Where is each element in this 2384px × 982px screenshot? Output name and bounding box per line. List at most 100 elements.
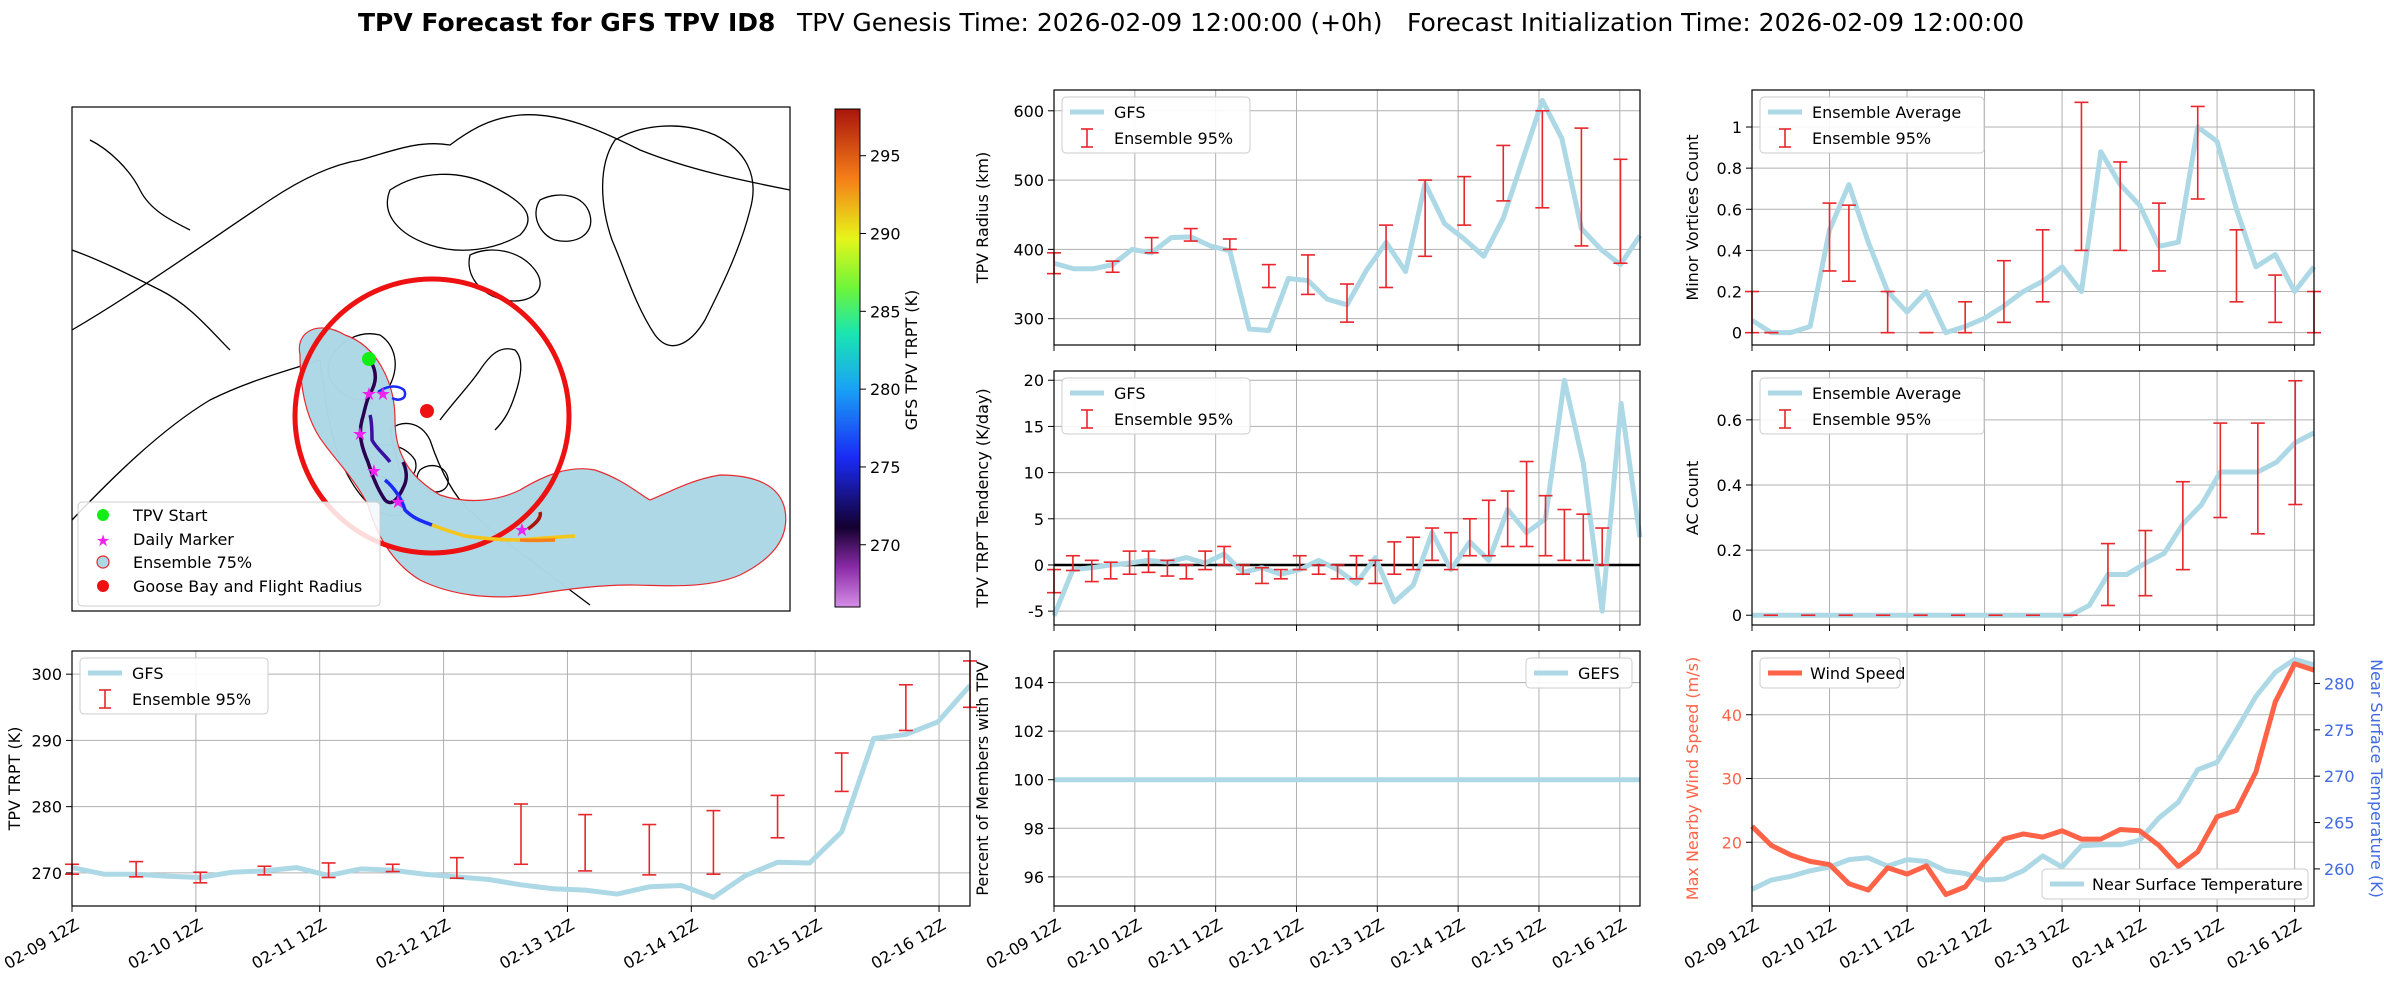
- plot-frame: [1053, 89, 1641, 346]
- y-right-tick-label: 265: [2324, 814, 2355, 833]
- error-bar: [321, 862, 336, 879]
- y-tick-label: 40: [1722, 706, 1742, 725]
- x-tick-label: 02-16 12Z: [2223, 915, 2304, 973]
- y-tick-label: 500: [1013, 171, 1044, 190]
- x-tick-label: 02-14 12Z: [620, 915, 701, 973]
- map-canada-west: [72, 139, 231, 351]
- x-tick-label: 02-09 12Z: [1, 915, 82, 973]
- error-bar: [1330, 564, 1345, 580]
- x-tick-label: 02-13 12Z: [1991, 915, 2072, 973]
- x-tick-label: 02-11 12Z: [248, 915, 329, 973]
- y-tick-label: 96: [1024, 868, 1044, 887]
- error-bar: [1418, 179, 1433, 258]
- legend-label: GFS: [1114, 384, 1145, 403]
- error-bar: [1535, 109, 1550, 209]
- chart-ac: 0 0.2 0.4 0.6 AC Count Ensemble Average Ensemb…: [1683, 370, 2316, 631]
- legend-box: [1061, 377, 1251, 435]
- error-bar: [1841, 204, 1856, 283]
- error-bar: [2100, 542, 2115, 607]
- legend-label: Ensemble 95%: [1114, 129, 1233, 148]
- x-tick-label: 02-16 12Z: [1548, 915, 1629, 973]
- error-bar: [193, 871, 208, 884]
- error-bar: [642, 823, 657, 876]
- map-ensemble-region: [298, 327, 787, 598]
- title-genesis: TPV Genesis Time: 2026-02-09 12:00:00 (+…: [796, 8, 1383, 37]
- error-bar: [1236, 564, 1251, 576]
- colorbar-tick-label: 290: [870, 225, 901, 244]
- error-bar: [1105, 260, 1120, 274]
- error-bar: [1084, 559, 1099, 583]
- legend-label: Ensemble 95%: [1114, 410, 1233, 429]
- legend-box: [79, 657, 269, 715]
- y-tick-label: 0: [1732, 324, 1742, 343]
- plot-frame: [1751, 650, 2315, 907]
- error-bar: [449, 856, 464, 879]
- y-tick-label: 15: [1024, 417, 1044, 436]
- series-line-trpt: [71, 683, 972, 900]
- error-bar: [898, 683, 913, 732]
- map-panel: ★ ★ ★ ★ ★ ★ TPV Start ★ Daily Marker Ens…: [71, 106, 921, 612]
- goose-bay-marker: [420, 404, 434, 418]
- error-bar: [1574, 127, 1589, 247]
- svg-text:★: ★: [390, 492, 406, 513]
- colorbar-tick-label: 280: [870, 380, 901, 399]
- error-bar: [770, 794, 785, 839]
- y-axis-label: TPV Radius (km): [973, 152, 992, 285]
- error-bar: [1443, 531, 1458, 571]
- legend-label: GFS: [1114, 103, 1145, 122]
- error-bar: [2113, 161, 2128, 252]
- y-right-tick-label: 275: [2324, 721, 2355, 740]
- colorbar-tick-label: 285: [870, 302, 901, 321]
- x-tick-label: 02-11 12Z: [1836, 915, 1917, 973]
- legend-ensemble: Ensemble 75%: [133, 553, 252, 572]
- error-bar: [1457, 175, 1472, 226]
- y-axis-label: Max Nearby Wind Speed (m/s): [1683, 657, 1702, 900]
- error-bar: [1538, 494, 1553, 557]
- error-bar: [578, 813, 593, 872]
- error-bar: [1160, 559, 1175, 577]
- error-bar: [1500, 490, 1515, 548]
- error-bar: [2138, 529, 2153, 597]
- y-tick-label: 400: [1013, 240, 1044, 259]
- x-tick-label: 02-10 12Z: [1064, 915, 1145, 973]
- error-bar: [1141, 550, 1156, 574]
- map-coast-outer: [72, 114, 790, 331]
- plot-frame: [71, 650, 971, 907]
- x-tick-label: 02-12 12Z: [1913, 915, 1994, 973]
- y-right-tick-label: 260: [2324, 860, 2355, 879]
- y-tick-label: 0: [1034, 556, 1044, 575]
- error-bar: [706, 809, 721, 876]
- error-bar: [1576, 513, 1591, 562]
- y-right-tick-label: 270: [2324, 767, 2355, 786]
- svg-text:★: ★: [361, 384, 377, 405]
- map-greenland: [602, 125, 754, 347]
- y-tick-label: 104: [1013, 674, 1044, 693]
- svg-text:★: ★: [352, 424, 368, 445]
- goose-bay-flight-radius: [292, 276, 572, 556]
- x-tick-label: 02-10 12Z: [1758, 915, 1839, 973]
- legend-tpv-start-icon: [97, 509, 109, 521]
- svg-text:★: ★: [366, 461, 382, 482]
- x-tick-label: 02-11 12Z: [1144, 915, 1225, 973]
- x-tick-label: 02-12 12Z: [372, 915, 453, 973]
- legend-box: [1759, 96, 1985, 154]
- y-tick-label: 98: [1024, 819, 1044, 838]
- x-tick-label: 02-12 12Z: [1225, 915, 1306, 973]
- colorbar-tick-label: 275: [870, 458, 901, 477]
- legend-goose-bay-icon: [97, 580, 109, 592]
- legend-label: Ensemble Average: [1812, 384, 1961, 403]
- plot-frame: [1053, 370, 1641, 626]
- map-islands: [386, 173, 592, 302]
- chart-wind_temp: 20 30 40 Max Nearby Wind Speed (m/s) 260 265 2…: [1681, 650, 2384, 973]
- error-bar: [2074, 101, 2089, 252]
- chart-minor: 0 0.2 0.4 0.6 0.8 1 Minor Vortices Count Ensemb…: [1683, 89, 2321, 351]
- error-bar: [257, 865, 272, 876]
- error-bar: [2035, 229, 2050, 303]
- tpv-track: [358, 359, 408, 505]
- temperature-line: [1750, 656, 2315, 892]
- legend-box-wind: [1759, 657, 1901, 689]
- error-bar: [1958, 301, 1973, 334]
- error-bar: [2190, 105, 2205, 200]
- error-bar: [1595, 527, 1610, 566]
